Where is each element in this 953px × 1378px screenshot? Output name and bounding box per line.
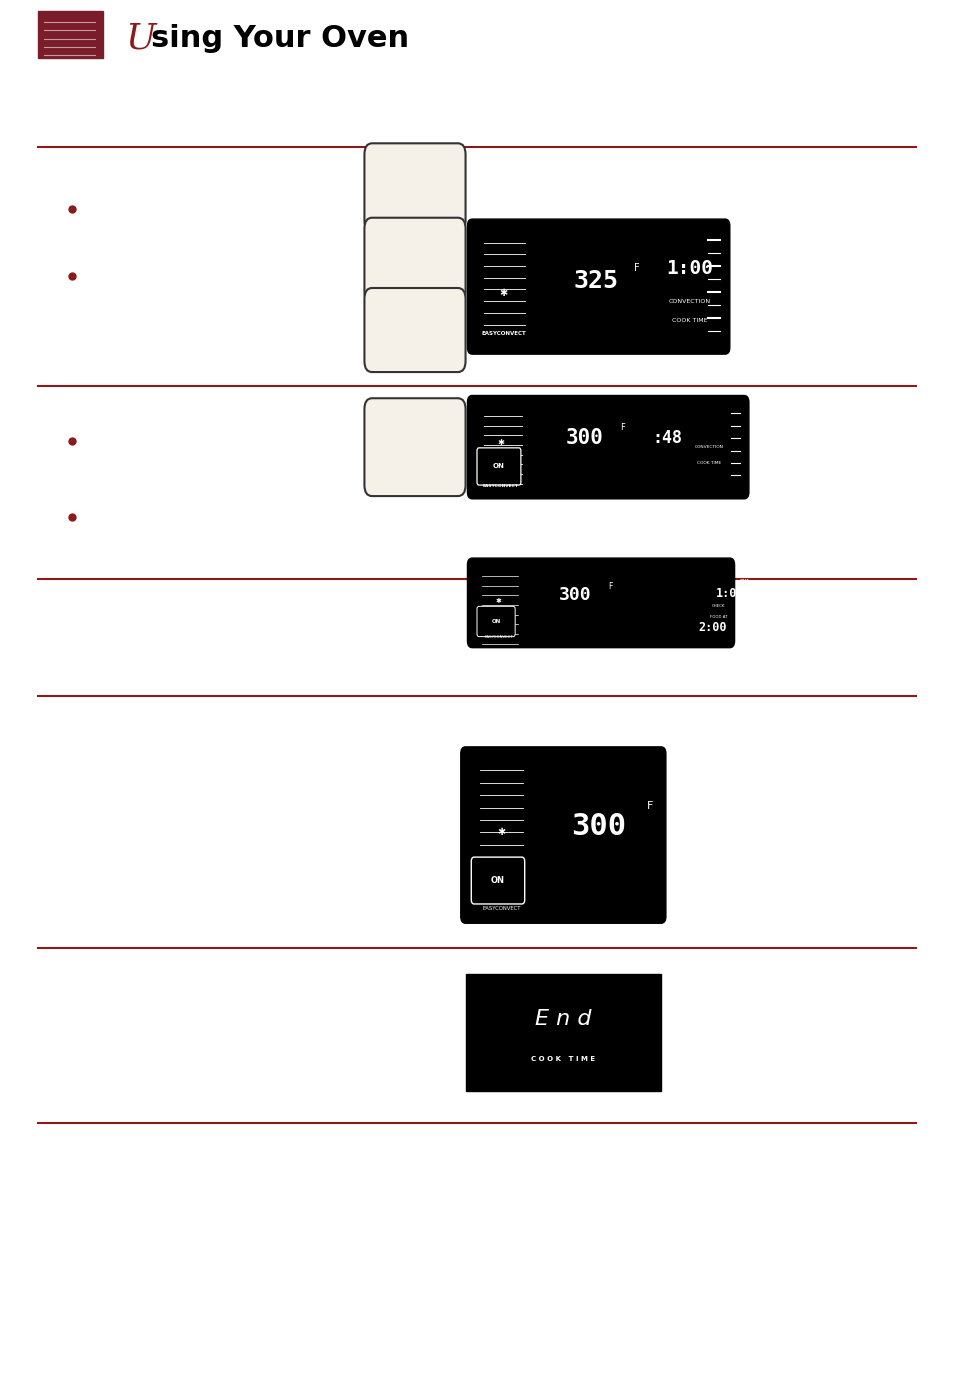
Text: EASYCONVECT: EASYCONVECT: [482, 905, 520, 911]
Text: sing Your Oven: sing Your Oven: [151, 23, 409, 54]
FancyBboxPatch shape: [364, 218, 465, 303]
Text: :48: :48: [652, 429, 682, 448]
Text: F: F: [633, 263, 639, 273]
Text: ✱: ✱: [497, 827, 505, 836]
FancyBboxPatch shape: [471, 857, 524, 904]
FancyBboxPatch shape: [38, 11, 103, 58]
FancyBboxPatch shape: [465, 974, 660, 1091]
Text: F: F: [619, 423, 625, 431]
Text: F: F: [646, 801, 652, 810]
Text: C O O K   T I M E: C O O K T I M E: [531, 1056, 595, 1061]
Text: F: F: [608, 582, 612, 591]
Text: ON: ON: [493, 463, 504, 469]
FancyBboxPatch shape: [467, 219, 729, 354]
FancyBboxPatch shape: [364, 288, 465, 372]
Text: CHECK: CHECK: [711, 604, 724, 608]
FancyBboxPatch shape: [467, 395, 748, 499]
Text: COOK TIME: COOK TIME: [671, 318, 707, 322]
Text: 300: 300: [558, 586, 591, 605]
Text: EASYCONVECT: EASYCONVECT: [484, 635, 513, 639]
Text: 1:00: 1:00: [715, 587, 743, 601]
Text: ON: ON: [491, 619, 500, 624]
Text: 2:00: 2:00: [698, 621, 726, 634]
Text: EASYCONVECT: EASYCONVECT: [481, 331, 525, 336]
Text: 325: 325: [573, 269, 618, 292]
FancyBboxPatch shape: [476, 448, 520, 485]
Text: COOK TIME: COOK TIME: [696, 462, 720, 466]
Text: 2:00: 2:00: [758, 470, 788, 482]
Text: START: START: [775, 408, 788, 412]
Text: ✱: ✱: [496, 598, 501, 605]
Text: 1:00: 1:00: [750, 427, 781, 440]
Text: E n d: E n d: [535, 1009, 591, 1029]
FancyBboxPatch shape: [364, 398, 465, 496]
Text: 1:00: 1:00: [665, 259, 713, 278]
Text: 300: 300: [565, 429, 603, 448]
FancyBboxPatch shape: [476, 606, 515, 637]
Text: 300: 300: [571, 813, 626, 842]
Text: CONVECTION: CONVECTION: [668, 299, 710, 303]
Text: START: START: [737, 569, 750, 573]
Text: CONVECTION: CONVECTION: [694, 445, 722, 449]
Text: ✱: ✱: [497, 438, 504, 448]
Text: CHECK: CHECK: [781, 445, 796, 449]
FancyBboxPatch shape: [467, 558, 734, 648]
FancyBboxPatch shape: [364, 143, 465, 232]
Text: FOOD AT: FOOD AT: [709, 615, 726, 619]
Text: FOOD AT: FOOD AT: [779, 457, 798, 462]
Text: TIME: TIME: [777, 419, 786, 422]
Text: ON: ON: [491, 876, 504, 885]
Text: EASYCONVECT: EASYCONVECT: [482, 484, 518, 488]
Text: TIME: TIME: [739, 579, 748, 583]
Text: ✱: ✱: [499, 288, 507, 298]
Text: U: U: [126, 22, 156, 55]
FancyBboxPatch shape: [460, 747, 665, 923]
